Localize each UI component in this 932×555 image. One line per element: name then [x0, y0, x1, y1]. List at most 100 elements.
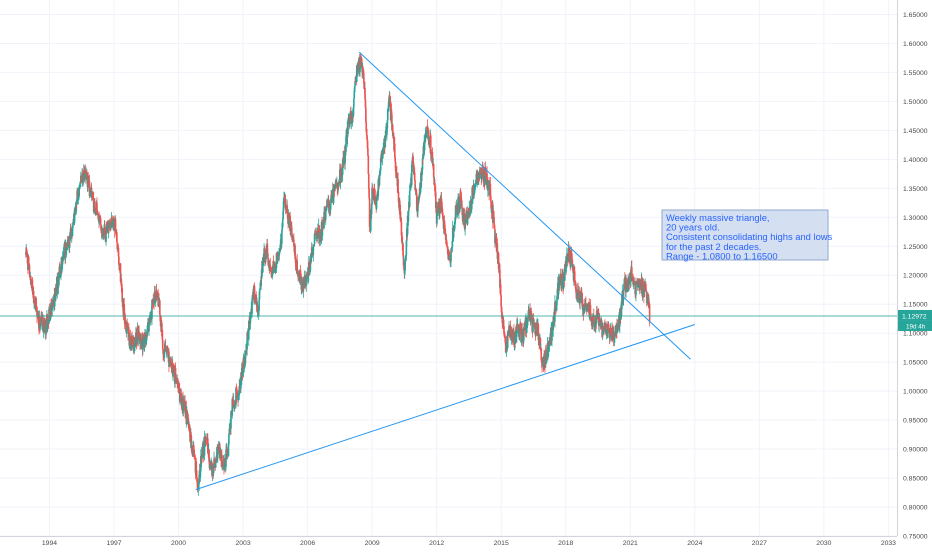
- candle-body: [223, 465, 226, 469]
- candle-body: [411, 160, 413, 166]
- candle-body: [458, 202, 460, 213]
- candle-body: [92, 198, 95, 212]
- trendline-descending[interactable]: [358, 51, 691, 360]
- candle-body: [128, 328, 130, 333]
- candle-body: [353, 90, 356, 99]
- y-tick-label: 1.15000: [903, 302, 928, 309]
- candle-body: [232, 399, 235, 406]
- candle-body: [519, 323, 522, 329]
- candle-body: [149, 313, 152, 321]
- annotation-background[interactable]: [661, 209, 829, 261]
- candle-body: [130, 345, 133, 350]
- candle-body: [607, 329, 609, 334]
- candle-body: [415, 193, 418, 210]
- candle-body: [79, 183, 81, 186]
- candle-body: [382, 147, 385, 154]
- candle-body: [79, 182, 82, 184]
- candle-body: [578, 291, 581, 304]
- candle-body: [586, 305, 589, 311]
- candle-body: [473, 188, 476, 196]
- candle-body: [324, 210, 327, 220]
- candle-body: [34, 303, 36, 307]
- annotation-line: Range - 1.0800 to 1.16500: [666, 250, 778, 261]
- candle-body: [446, 245, 448, 247]
- candle-body: [639, 284, 641, 289]
- candle-body: [251, 299, 253, 314]
- candle-body: [405, 254, 407, 259]
- candle-body: [579, 298, 581, 304]
- candle-body: [156, 292, 159, 295]
- candle-body: [596, 310, 598, 315]
- trendline-ascending[interactable]: [195, 324, 695, 491]
- candle-body: [68, 235, 71, 248]
- candle-body: [556, 296, 558, 305]
- candle-body: [155, 289, 158, 296]
- candle-body: [334, 184, 336, 191]
- candle-body: [330, 195, 332, 204]
- candle-body: [589, 304, 592, 317]
- candle-body: [638, 278, 641, 288]
- candle-body: [420, 174, 423, 181]
- candle-body: [593, 324, 596, 327]
- candle-body: [401, 235, 403, 237]
- candle-body: [600, 323, 602, 327]
- candle-body: [541, 363, 544, 366]
- candle-body: [328, 207, 331, 211]
- candle-body: [365, 122, 368, 132]
- candle-body: [43, 321, 45, 328]
- candle-body: [144, 335, 146, 340]
- candle-body: [560, 273, 562, 286]
- candle-body: [648, 301, 651, 305]
- candle-body: [69, 228, 72, 240]
- annotation-box[interactable]: Weekly massive triangle,20 years old.Con…: [661, 209, 833, 261]
- candle-body: [203, 436, 206, 456]
- candle-body: [355, 65, 358, 83]
- candle-body: [321, 223, 324, 236]
- candle-body: [470, 204, 473, 210]
- candle-body: [292, 236, 294, 238]
- candle-body: [376, 196, 378, 198]
- candle-body: [253, 286, 256, 298]
- candle-body: [35, 297, 37, 307]
- candle-body: [271, 273, 274, 277]
- x-tick-label: 2021: [623, 540, 638, 547]
- candle-body: [529, 318, 532, 322]
- candle-body: [353, 98, 355, 108]
- y-tick-label: 1.65000: [903, 12, 928, 19]
- candle-body: [262, 260, 265, 263]
- candle-body: [182, 402, 185, 412]
- candle-body: [418, 194, 421, 200]
- y-tick-label: 1.30000: [903, 215, 928, 222]
- candle-body: [527, 317, 529, 319]
- candle-body: [273, 271, 275, 273]
- candle-body: [76, 190, 78, 205]
- candle-body: [279, 239, 282, 249]
- candle-body: [131, 335, 133, 340]
- candle-body: [443, 220, 445, 230]
- candle-body: [603, 327, 605, 331]
- candle-body: [145, 338, 147, 344]
- candle-body: [631, 267, 633, 277]
- candle-body: [630, 270, 632, 282]
- candle-body: [138, 331, 140, 336]
- candle-body: [480, 167, 482, 174]
- candle-body: [159, 300, 161, 315]
- candle-body: [173, 368, 176, 370]
- candle-body: [122, 299, 124, 311]
- candle-body: [160, 320, 163, 331]
- candle-body: [372, 190, 374, 193]
- candle-body: [309, 255, 312, 271]
- candle-body: [106, 221, 109, 227]
- candle-body: [574, 282, 576, 283]
- candle-body: [597, 313, 600, 315]
- candle-body: [260, 276, 262, 286]
- candle-body: [269, 264, 272, 268]
- candle-body: [197, 485, 199, 490]
- candle-body: [386, 109, 389, 121]
- candle-body: [40, 317, 42, 324]
- candle-body: [125, 328, 128, 332]
- candle-body: [499, 284, 502, 296]
- candle-body: [404, 258, 407, 261]
